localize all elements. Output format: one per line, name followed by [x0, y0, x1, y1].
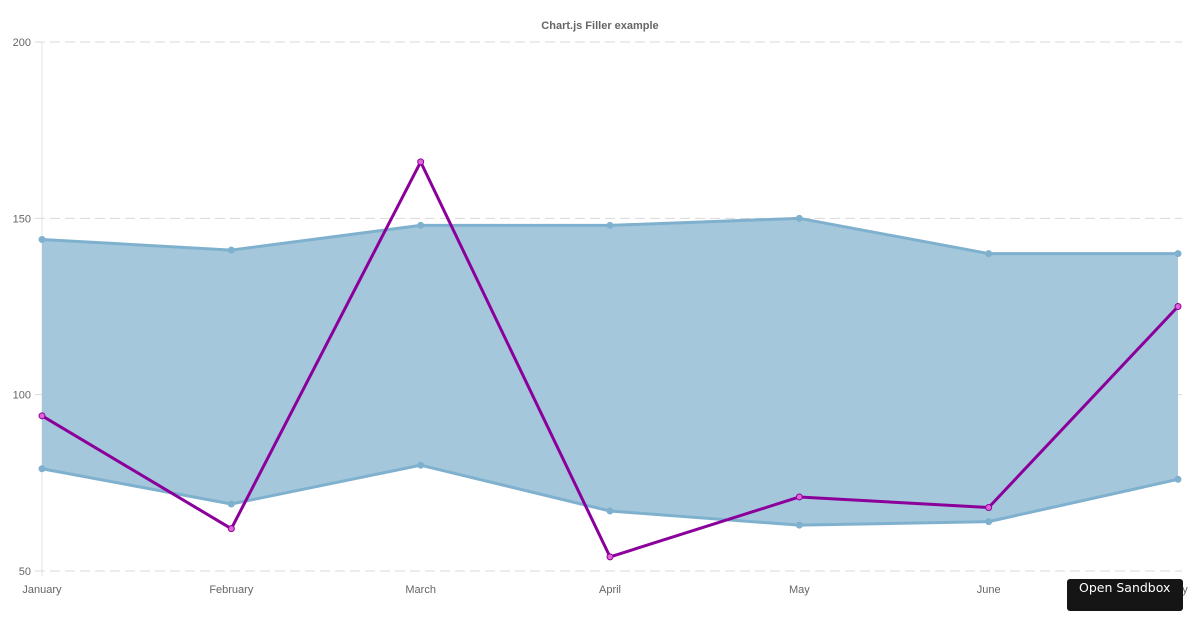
- series-1-point[interactable]: [227, 246, 235, 254]
- series-2-point[interactable]: [795, 521, 803, 529]
- x-tick-label: April: [599, 584, 621, 596]
- series-2-point[interactable]: [227, 500, 235, 508]
- series-3-point[interactable]: [227, 525, 235, 533]
- series-3-point[interactable]: [1174, 303, 1182, 310]
- series-2-point[interactable]: [417, 461, 425, 469]
- x-tick-label: January: [22, 584, 62, 596]
- series-3-point[interactable]: [795, 493, 803, 501]
- x-tick-label: February: [209, 584, 254, 596]
- x-tick-label: May: [789, 584, 810, 596]
- series-3-point[interactable]: [985, 504, 993, 512]
- series-2-point[interactable]: [985, 518, 993, 526]
- series-2-point[interactable]: [1174, 475, 1182, 483]
- chart-title: Chart.js Filler example: [541, 20, 658, 32]
- y-tick-label: 50: [19, 566, 31, 578]
- series-3-point[interactable]: [417, 158, 425, 166]
- series-2-point[interactable]: [606, 507, 614, 515]
- series-1-point[interactable]: [38, 235, 46, 243]
- series-1-point[interactable]: [985, 250, 993, 258]
- y-tick-label: 200: [13, 37, 31, 49]
- series-1-point[interactable]: [795, 214, 803, 222]
- open-sandbox-button[interactable]: Open Sandbox: [1067, 579, 1183, 611]
- x-tick-label: June: [977, 584, 1001, 596]
- series-3-point[interactable]: [606, 553, 614, 561]
- filled-range-area: [42, 218, 1178, 526]
- series-3-point[interactable]: [38, 412, 46, 420]
- series-1-point[interactable]: [1174, 250, 1182, 258]
- series-1-point[interactable]: [417, 221, 425, 229]
- y-tick-label: 150: [13, 213, 31, 225]
- series-1-point[interactable]: [606, 221, 614, 229]
- y-tick-label: 100: [13, 390, 31, 402]
- x-tick-label: March: [405, 584, 436, 596]
- series-2-point[interactable]: [38, 465, 46, 473]
